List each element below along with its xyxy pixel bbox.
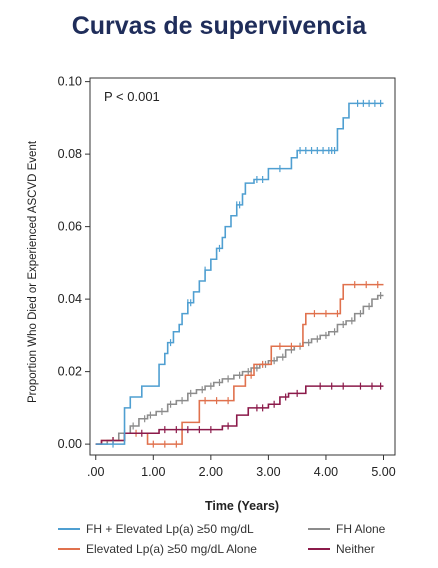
legend-label: FH Alone <box>336 522 386 536</box>
y-tick-label: 0.06 <box>58 220 82 234</box>
legend-swatch <box>308 528 330 530</box>
x-tick-label: .00 <box>87 465 104 479</box>
y-tick-label: 0.10 <box>58 75 82 89</box>
y-tick-label: 0.00 <box>58 437 82 451</box>
x-tick-label: 5.00 <box>371 465 395 479</box>
y-tick-label: 0.02 <box>58 365 82 379</box>
series-line <box>95 294 384 445</box>
series-0 <box>95 99 384 448</box>
legend-label: Neither <box>336 542 375 556</box>
series-line <box>95 385 384 445</box>
page-title: Curvas de supervivencia <box>71 12 367 40</box>
legend-item-elevated-lpa-alone: Elevated Lp(a) ≥50 mg/dL Alone <box>58 542 257 556</box>
x-axis-label: Time (Years) <box>205 499 279 513</box>
survival-chart: 0.00 0.02 0.04 0.06 0.08 0.10 .00 1.00 2.00 3.00 4… <box>27 75 396 513</box>
p-value-annotation: P < 0.001 <box>104 89 160 104</box>
x-tick-label: 2.00 <box>199 465 223 479</box>
x-tick-label: 1.00 <box>141 465 165 479</box>
legend-item-fh-alone: FH Alone <box>308 522 385 536</box>
legend-label: Elevated Lp(a) ≥50 mg/dL Alone <box>86 542 257 556</box>
legend-swatch <box>58 548 80 550</box>
legend-swatch <box>58 528 80 530</box>
legend-item-fh-elevated-lpa: FH + Elevated Lp(a) ≥50 mg/dL <box>58 522 254 536</box>
y-axis-label: Proportion Who Died or Experienced ASCVD… <box>27 140 39 403</box>
legend-label: FH + Elevated Lp(a) ≥50 mg/dL <box>86 522 254 536</box>
series-line <box>95 102 384 445</box>
axes: 0.00 0.02 0.04 0.06 0.08 0.10 .00 1.00 2.00 3.00 4… <box>58 75 396 479</box>
series-3 <box>95 382 384 445</box>
plot-frame <box>89 77 396 456</box>
series-group <box>95 99 384 448</box>
y-tick-label: 0.08 <box>58 147 82 161</box>
x-tick-label: 3.00 <box>256 465 280 479</box>
legend: FH + Elevated Lp(a) ≥50 mg/dL FH Alone E… <box>58 522 430 562</box>
series-1 <box>95 292 384 445</box>
legend-item-neither: Neither <box>308 542 375 556</box>
legend-swatch <box>308 548 330 550</box>
y-tick-label: 0.04 <box>58 292 82 306</box>
x-tick-label: 4.00 <box>314 465 338 479</box>
